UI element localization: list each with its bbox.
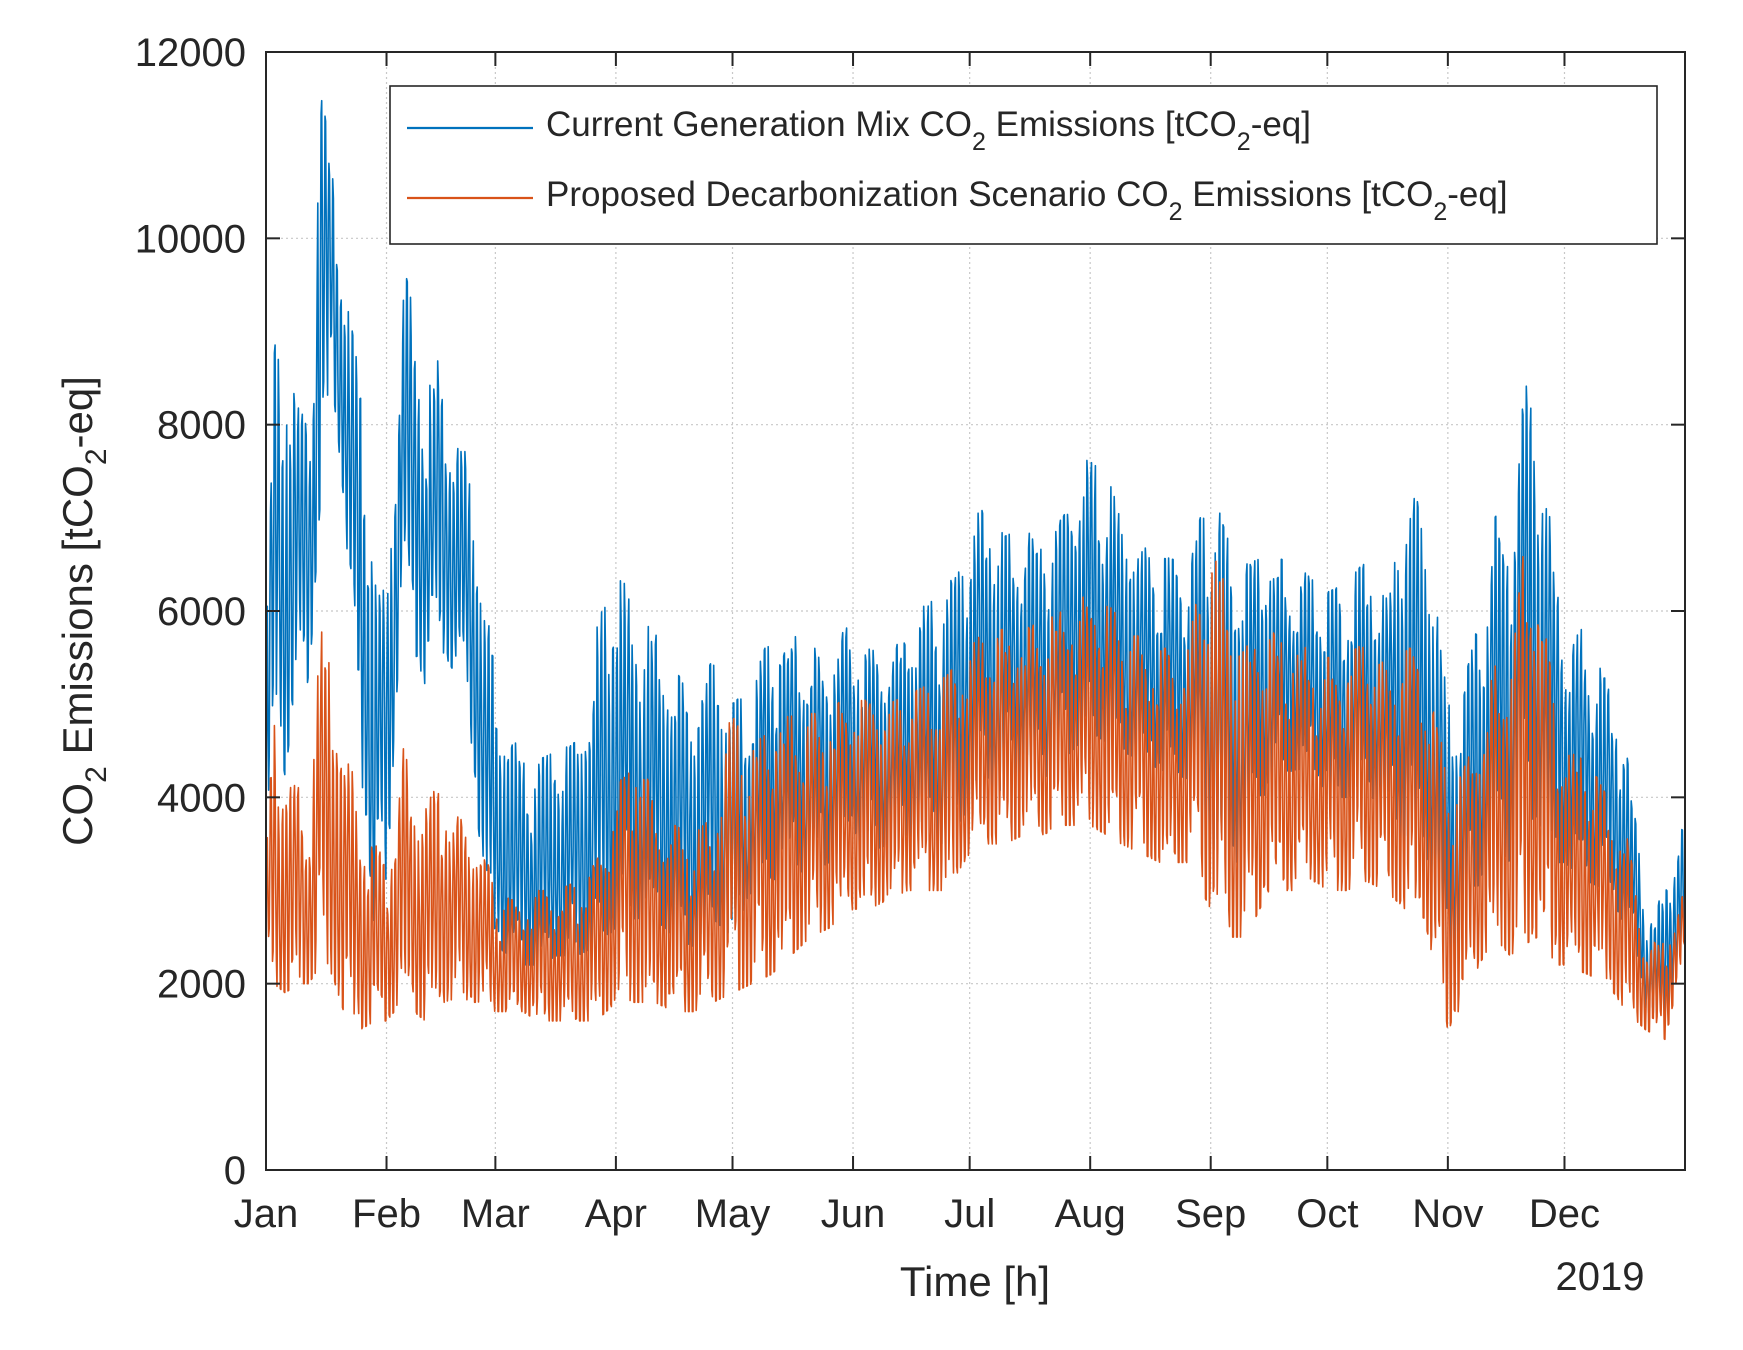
y-tick-label: 0 [224,1149,246,1193]
y-tick-label: 2000 [157,963,246,1007]
y-tick-label: 6000 [157,590,246,634]
x-tick-label-aug: Aug [1055,1192,1126,1236]
year-label: 2019 [1556,1255,1645,1299]
y-tick-label: 12000 [135,31,246,75]
x-tick-label-jul: Jul [944,1192,995,1236]
x-tick-label-jun: Jun [821,1192,886,1236]
legend-label-current: Current Generation Mix CO2 Emissions [tC… [546,105,1311,156]
x-tick-label-nov: Nov [1412,1192,1483,1236]
x-tick-label-dec: Dec [1529,1192,1600,1236]
x-tick-label-mar: Mar [461,1192,530,1236]
legend-box [389,85,1658,245]
series-line-current [265,99,1686,1015]
y-tick-label: 10000 [135,217,246,261]
y-tick-label: 8000 [157,404,246,448]
legend-label-proposed: Proposed Decarbonization Scenario CO2 Em… [546,175,1508,226]
x-axis-label: Time [h] [900,1258,1050,1305]
x-tick-label-jan: Jan [234,1192,299,1236]
x-tick-label-apr: Apr [585,1192,647,1236]
x-tick-label-sep: Sep [1175,1192,1246,1236]
y-tick-label: 4000 [157,776,246,820]
x-tick-label-feb: Feb [352,1192,421,1236]
y-axis-label: CO2 Emissions [tCO2-eq] [54,376,113,846]
axis-ticks: 0 2000 4000 6000 8000 10000 12000 Jan Feb Mar Apr M… [135,31,1685,1236]
legend: Current Generation Mix CO2 Emissions [tC… [389,85,1658,245]
x-tick-label-may: May [695,1192,771,1236]
x-tick-label-oct: Oct [1296,1192,1358,1236]
series-line-proposed [265,555,1686,1041]
series-layer [265,99,1686,1041]
